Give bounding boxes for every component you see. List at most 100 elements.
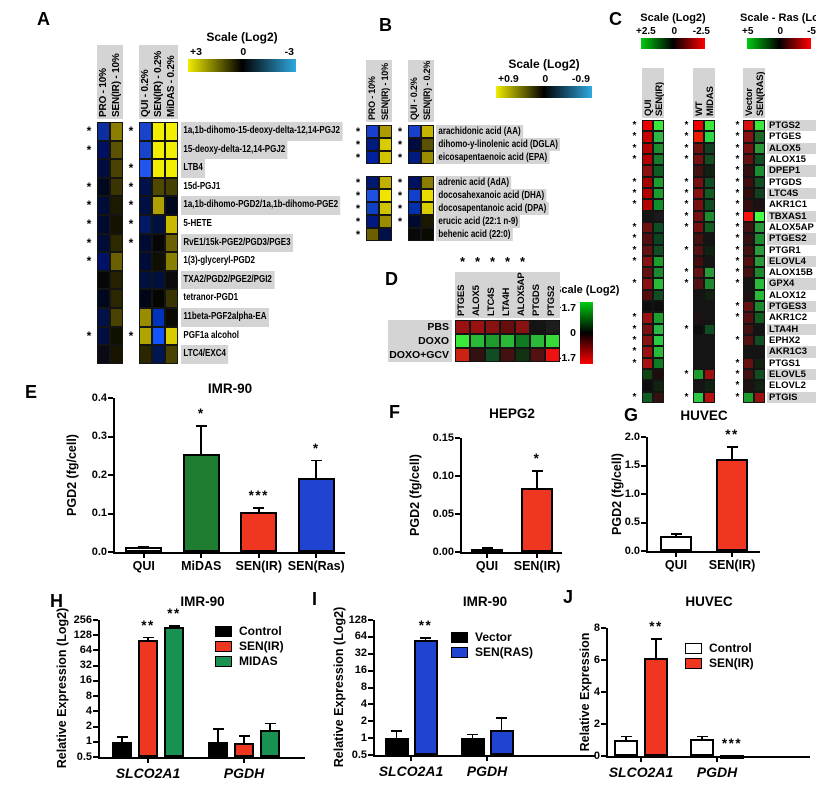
significance-label: ** [167, 605, 181, 621]
error-bar [217, 728, 219, 742]
row-label: 15-deoxy-delta-12,14-PGJ2 [181, 140, 288, 160]
heatmap-cell [485, 320, 500, 334]
y-tick-mark [367, 720, 373, 723]
heatmap-cell [408, 125, 421, 138]
heatmap-cell [743, 289, 754, 302]
heatmap-cell [139, 159, 152, 178]
row-label: behenic acid (22:0) [436, 228, 513, 241]
heatmap-cell [642, 312, 653, 324]
heatmap-cell [693, 335, 704, 347]
error-bar-cap [726, 446, 738, 448]
legend-swatch [685, 658, 702, 669]
column-header: SEN(RAS) [754, 68, 766, 118]
heatmap-cell [379, 202, 392, 215]
legend-label: Vector [475, 630, 512, 644]
significance-star: * [459, 254, 466, 269]
y-tick-mark [600, 723, 606, 725]
chart-title: HUVEC [685, 594, 733, 609]
significance-star: * [684, 120, 689, 131]
legend-label: Control [709, 641, 752, 655]
y-tick-label: 8 [85, 689, 92, 702]
heatmap-fatty-acids: PRO - 10% SEN(IR) - 10% QUI - 0.2% SEN(IR) … [352, 60, 602, 260]
panel-label-c: C [609, 9, 622, 29]
heatmap-cell [693, 142, 704, 154]
heatmap-cell [653, 357, 664, 370]
x-axis-line [645, 551, 760, 554]
heatmap-cell [421, 151, 434, 164]
significance-star: * [735, 210, 740, 222]
heatmap-cell [165, 270, 178, 290]
heatmap-cell [139, 345, 152, 364]
heatmap-cell [693, 357, 704, 370]
significance-label: ** [649, 619, 663, 635]
heatmap-cell [754, 289, 765, 302]
significance-star: * [632, 323, 637, 335]
row-label: dihomo-y-linolenic acid (DGLA) [436, 138, 561, 151]
heatmap-cell [754, 187, 765, 200]
row-label: arachidonic acid (AA) [436, 125, 524, 138]
heatmap-cell [408, 189, 421, 202]
y-tick-mark [107, 512, 113, 515]
row-label: PTGDS [767, 176, 816, 188]
heatmap-cell [653, 165, 664, 177]
row-label: 1a,1b-dihomo-PGD2/1a,1b-dihomo-PGE2 [181, 196, 341, 215]
significance-label: ** [141, 617, 155, 633]
x-tick-mark [200, 554, 203, 559]
significance-star: * [632, 346, 637, 358]
column-header: SEN(IR) [653, 68, 665, 118]
y-tick-mark [107, 551, 113, 553]
legend-label: SEN(IR) [709, 656, 754, 670]
significance-star: * [632, 153, 637, 165]
significance-star: * [519, 254, 526, 269]
heatmap-cell [97, 159, 110, 178]
legend-swatch [215, 641, 232, 652]
significance-star: * [397, 177, 403, 189]
heatmap-cell [642, 233, 653, 245]
heatmap-cell [653, 199, 664, 211]
heatmap-cell [653, 210, 664, 222]
heatmap-cell [754, 165, 765, 177]
y-tick-label: 1.5 [624, 459, 640, 471]
bar [720, 755, 744, 760]
heatmap-cell [110, 326, 123, 346]
heatmap-cell [530, 320, 545, 334]
bar [138, 639, 158, 757]
y-tick-label: 0.1 [91, 507, 107, 519]
heatmap-cell [97, 326, 110, 346]
significance-star: * [355, 190, 361, 202]
y-tick-label: 4 [360, 697, 367, 710]
y-tick-label: 32 [79, 659, 92, 672]
row-label: ELOVL4 [767, 255, 816, 268]
significance-label: ** [418, 618, 433, 634]
row-label: ALOX12 [767, 289, 816, 302]
heatmap-cell [97, 196, 110, 215]
significance-star: * [355, 152, 361, 164]
heatmap-cell [379, 228, 392, 241]
y-tick-mark [454, 437, 460, 439]
heatmap-cell [152, 177, 165, 197]
significance-star: * [355, 177, 361, 189]
y-tick-mark [454, 513, 460, 515]
significance-star: * [735, 312, 740, 324]
y-axis-line [605, 628, 608, 759]
heatmap-cell [97, 289, 110, 308]
y-tick-label: 64 [354, 630, 367, 643]
scale-tick-min: -5 [807, 26, 816, 37]
y-tick-label: 2 [85, 720, 92, 733]
heatmap-cell [97, 177, 110, 197]
significance-star: * [735, 357, 740, 369]
bar [614, 740, 638, 756]
heatmap-cell [642, 357, 653, 370]
y-axis-label: PGD2 (fg/cell) [408, 454, 422, 536]
heatmap-cell [704, 301, 715, 313]
significance-star: * [355, 139, 361, 151]
heatmap-cell [152, 326, 165, 346]
panel-label-d: D [385, 269, 398, 289]
significance-star: * [735, 335, 740, 347]
column-header: MiDAS - 0.2% [165, 45, 178, 119]
heatmap-cell [470, 334, 485, 348]
heatmap-cell [754, 210, 765, 222]
heatmap-cell [754, 142, 765, 154]
heatmap-cell [152, 252, 165, 271]
heatmap-cell [693, 210, 704, 222]
